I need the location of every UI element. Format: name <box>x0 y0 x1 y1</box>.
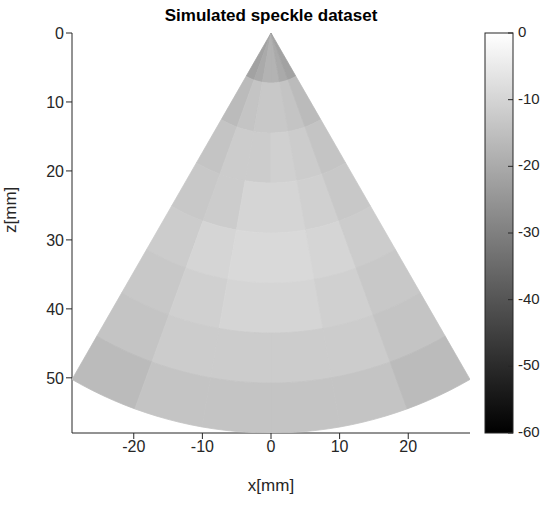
svg-text:-60: -60 <box>518 423 540 440</box>
svg-text:x[mm]: x[mm] <box>248 476 294 495</box>
svg-text:0: 0 <box>267 438 276 455</box>
svg-text:20: 20 <box>399 438 417 455</box>
svg-text:-10: -10 <box>191 438 214 455</box>
svg-text:-50: -50 <box>518 356 540 373</box>
svg-text:-20: -20 <box>518 156 540 173</box>
svg-text:30: 30 <box>46 232 64 249</box>
svg-text:20: 20 <box>46 163 64 180</box>
svg-text:40: 40 <box>46 301 64 318</box>
svg-text:0: 0 <box>55 25 64 42</box>
svg-text:50: 50 <box>46 370 64 387</box>
svg-text:10: 10 <box>331 438 349 455</box>
svg-text:10: 10 <box>46 94 64 111</box>
svg-text:-10: -10 <box>518 90 540 107</box>
svg-text:z[mm]: z[mm] <box>1 187 20 233</box>
svg-text:-20: -20 <box>122 438 145 455</box>
svg-text:-30: -30 <box>518 223 540 240</box>
html-text:Simulated speckle dataset: Simulated speckle dataset <box>164 6 378 25</box>
svg-text:-40: -40 <box>518 290 540 307</box>
svg-text:0: 0 <box>518 23 526 40</box>
